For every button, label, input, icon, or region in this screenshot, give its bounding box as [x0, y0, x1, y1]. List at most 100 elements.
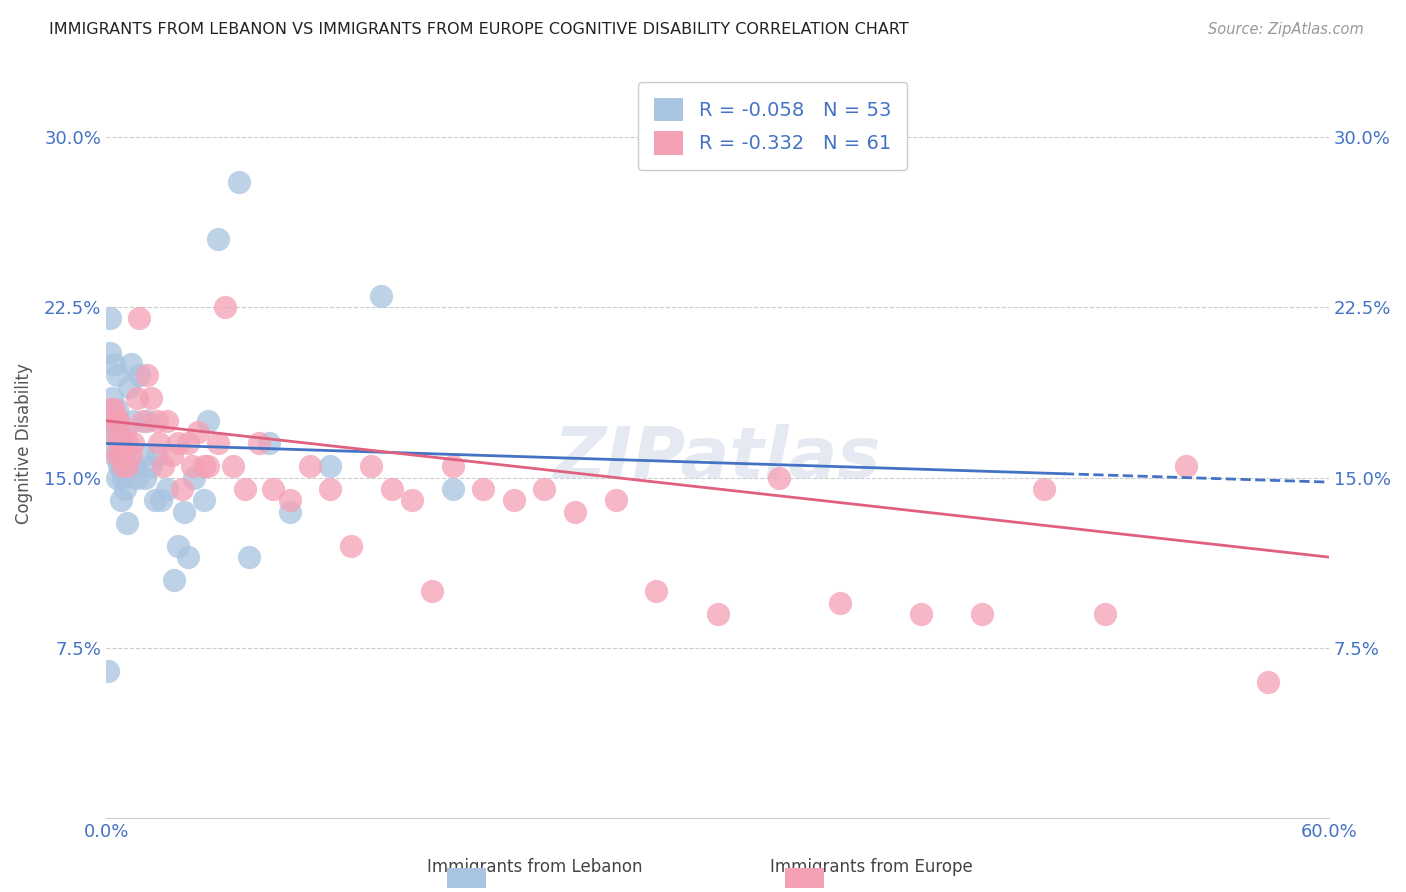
Point	[319, 459, 342, 474]
Point	[128, 368, 150, 383]
Point	[146, 414, 169, 428]
Point	[110, 436, 132, 450]
Point	[340, 539, 363, 553]
Point	[197, 459, 219, 474]
Text: ZIPatlas: ZIPatlas	[554, 424, 882, 493]
Point	[177, 550, 200, 565]
Point	[207, 436, 229, 450]
Point	[319, 482, 342, 496]
Point	[115, 436, 138, 450]
Point	[828, 596, 851, 610]
Point	[173, 505, 195, 519]
Point	[101, 425, 124, 439]
Point	[183, 470, 205, 484]
Point	[132, 448, 155, 462]
Point	[100, 402, 122, 417]
Point	[564, 505, 586, 519]
Point	[262, 482, 284, 496]
Point	[101, 391, 124, 405]
Point	[115, 459, 138, 474]
Point	[105, 448, 128, 462]
Point	[134, 470, 156, 484]
Point	[228, 175, 250, 189]
Point	[706, 607, 728, 621]
Point	[103, 448, 125, 462]
Point	[360, 459, 382, 474]
Point	[370, 289, 392, 303]
Point	[247, 436, 270, 450]
Point	[910, 607, 932, 621]
Point	[502, 493, 524, 508]
Point	[180, 459, 202, 474]
Point	[105, 402, 128, 417]
Point	[114, 425, 136, 439]
Point	[103, 357, 125, 371]
Point	[115, 516, 138, 530]
Point	[110, 493, 132, 508]
Legend: R = -0.058   N = 53, R = -0.332   N = 61: R = -0.058 N = 53, R = -0.332 N = 61	[638, 82, 907, 170]
Point	[605, 493, 627, 508]
Point	[1257, 675, 1279, 690]
Point	[101, 425, 124, 439]
Point	[100, 311, 122, 326]
Text: Source: ZipAtlas.com: Source: ZipAtlas.com	[1208, 22, 1364, 37]
Point	[177, 436, 200, 450]
Point	[125, 391, 148, 405]
Point	[160, 448, 183, 462]
Point	[120, 357, 142, 371]
Point	[152, 459, 174, 474]
Point	[193, 493, 215, 508]
Point	[972, 607, 994, 621]
Point	[156, 414, 179, 428]
Point	[124, 459, 146, 474]
Point	[1094, 607, 1116, 621]
Point	[121, 436, 143, 450]
Point	[110, 459, 132, 474]
Point	[105, 368, 128, 383]
Point	[401, 493, 423, 508]
Point	[221, 459, 243, 474]
Point	[197, 414, 219, 428]
Point	[107, 448, 129, 462]
Point	[107, 425, 129, 439]
Text: IMMIGRANTS FROM LEBANON VS IMMIGRANTS FROM EUROPE COGNITIVE DISABILITY CORRELATI: IMMIGRANTS FROM LEBANON VS IMMIGRANTS FR…	[49, 22, 908, 37]
Point	[118, 379, 141, 393]
Point	[120, 448, 142, 462]
Point	[143, 493, 166, 508]
Point	[162, 573, 184, 587]
Point	[533, 482, 555, 496]
Point	[156, 482, 179, 496]
Point	[233, 482, 256, 496]
Point	[238, 550, 260, 565]
Point	[1032, 482, 1054, 496]
Point	[111, 448, 134, 462]
Point	[441, 482, 464, 496]
Point	[278, 493, 301, 508]
Point	[114, 459, 136, 474]
Point	[103, 402, 125, 417]
Point	[1175, 459, 1198, 474]
Point	[150, 493, 173, 508]
Point	[111, 470, 134, 484]
Point	[136, 414, 159, 428]
Point	[115, 459, 138, 474]
Point	[299, 459, 322, 474]
Point	[107, 459, 129, 474]
Point	[381, 482, 404, 496]
Point	[141, 391, 163, 405]
Point	[136, 368, 159, 383]
Point	[105, 436, 128, 450]
Point	[166, 436, 188, 450]
Point	[193, 459, 215, 474]
Point	[645, 584, 668, 599]
Text: Immigrants from Europe: Immigrants from Europe	[770, 858, 973, 876]
Point	[170, 482, 193, 496]
Point	[121, 414, 143, 428]
Point	[125, 470, 148, 484]
Point	[132, 414, 155, 428]
Point	[107, 436, 129, 450]
Point	[141, 459, 163, 474]
Point	[105, 414, 128, 428]
Point	[166, 539, 188, 553]
Point	[441, 459, 464, 474]
